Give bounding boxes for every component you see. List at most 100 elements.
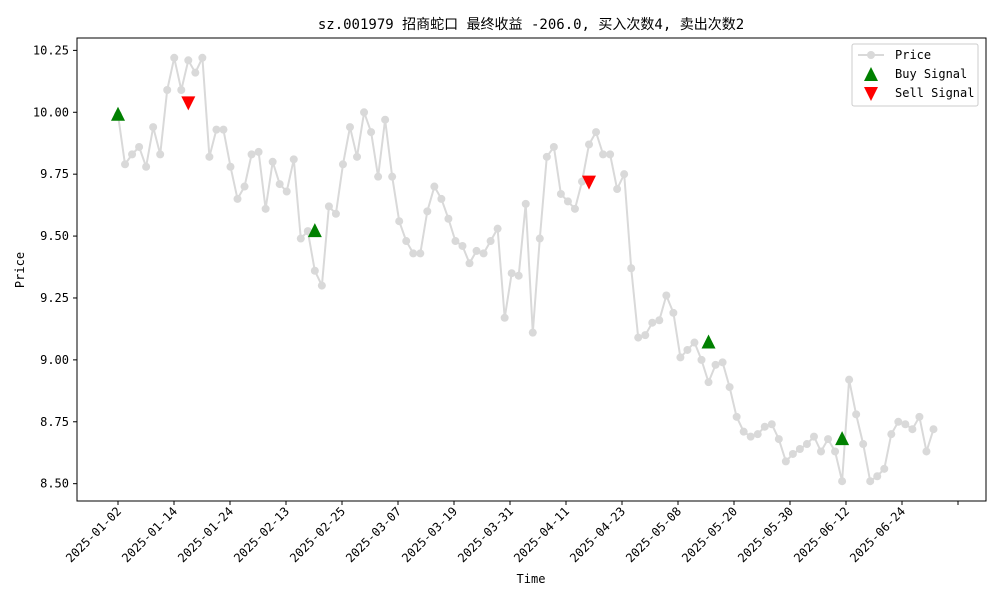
price-point	[191, 68, 200, 77]
price-point	[402, 237, 411, 246]
x-tick-label: 2025-01-14	[119, 504, 180, 565]
price-point	[753, 430, 762, 439]
price-point	[395, 217, 404, 226]
price-point	[676, 353, 685, 362]
price-point	[556, 189, 565, 198]
price-point	[690, 338, 699, 347]
price-point	[240, 182, 249, 191]
x-tick-label: 2025-05-08	[623, 504, 684, 565]
y-tick-label: 9.25	[40, 291, 69, 305]
buy-signal-marker	[307, 223, 322, 238]
chart-title: sz.001979 招商蛇口 最终收益 -206.0, 买入次数4, 卖出次数2	[318, 17, 744, 33]
price-point	[409, 249, 418, 258]
price-point	[634, 333, 643, 342]
price-point	[472, 246, 481, 255]
x-tick-label: 2025-05-20	[679, 504, 740, 565]
legend-box	[851, 43, 979, 107]
price-point	[838, 477, 847, 486]
price-point	[542, 152, 551, 161]
price-line	[117, 53, 935, 483]
price-point	[268, 157, 277, 166]
y-axis: 8.50 8.75 9.00 9.25 9.50 9.75 10.00 10.25	[33, 43, 77, 491]
legend-price-label: Price	[895, 48, 931, 62]
price-point	[367, 128, 376, 137]
x-tick-label: 2025-06-12	[791, 504, 852, 565]
buy-signal-marker	[835, 431, 850, 446]
price-series	[114, 53, 938, 486]
y-tick-label: 10.00	[33, 105, 69, 119]
x-tick-label: 2025-01-02	[63, 504, 124, 565]
price-point	[465, 259, 474, 268]
price-point	[852, 410, 861, 419]
plot-area	[76, 37, 987, 502]
price-point	[289, 155, 298, 164]
price-point	[859, 440, 868, 449]
price-point	[774, 435, 783, 444]
price-point	[739, 427, 748, 436]
price-point	[718, 358, 727, 367]
legend-price-marker	[867, 51, 875, 59]
price-point	[641, 331, 650, 340]
buy-signal-marker	[701, 334, 716, 349]
price-point	[606, 150, 615, 159]
x-axis: 2025-01-022025-01-142025-01-242025-02-13…	[63, 501, 959, 565]
price-point	[226, 162, 235, 171]
price-point	[437, 194, 446, 203]
price-point	[275, 180, 284, 189]
price-point	[746, 432, 755, 441]
price-point	[514, 271, 523, 280]
price-point	[901, 420, 910, 429]
price-point	[156, 150, 165, 159]
price-point	[915, 412, 924, 421]
x-tick-label: 2025-01-24	[175, 504, 236, 565]
price-point	[479, 249, 488, 258]
price-point	[613, 185, 622, 194]
price-point	[233, 194, 242, 203]
price-point	[887, 430, 896, 439]
price-point	[585, 140, 594, 149]
price-point	[507, 269, 516, 278]
price-point	[669, 308, 678, 317]
price-point	[732, 412, 741, 421]
price-point	[620, 170, 629, 179]
x-tick-label: 2025-05-30	[735, 504, 796, 565]
price-point	[809, 432, 818, 441]
price-point	[423, 207, 432, 216]
price-point	[282, 187, 291, 196]
price-point	[817, 447, 825, 456]
price-point	[303, 227, 312, 236]
price-point	[360, 108, 369, 117]
price-point	[831, 447, 840, 456]
price-point	[135, 142, 144, 151]
price-point	[310, 266, 319, 275]
y-tick-label: 8.50	[40, 477, 69, 491]
price-point	[725, 383, 734, 392]
price-point	[163, 85, 172, 94]
sell-signal-marker	[181, 96, 196, 111]
price-point	[388, 172, 397, 181]
price-point	[317, 281, 326, 290]
price-point	[184, 56, 193, 65]
price-point	[683, 345, 692, 354]
price-point	[929, 425, 938, 434]
price-point	[697, 355, 706, 364]
price-point	[711, 360, 720, 369]
price-point	[451, 237, 460, 246]
price-point	[908, 425, 917, 434]
y-axis-label: Price	[13, 252, 27, 288]
x-tick-label: 2025-03-07	[343, 504, 404, 565]
price-point	[430, 182, 439, 191]
price-point	[549, 142, 558, 151]
price-point	[599, 150, 608, 159]
price-point	[345, 123, 354, 132]
signal-series	[111, 96, 850, 446]
price-point	[577, 177, 586, 186]
price-point	[353, 152, 362, 161]
legend-sell-marker	[864, 87, 878, 101]
price-point	[296, 234, 305, 243]
price-point	[500, 313, 509, 322]
price-point	[802, 440, 811, 449]
price-point	[142, 162, 151, 171]
price-point	[563, 197, 572, 206]
